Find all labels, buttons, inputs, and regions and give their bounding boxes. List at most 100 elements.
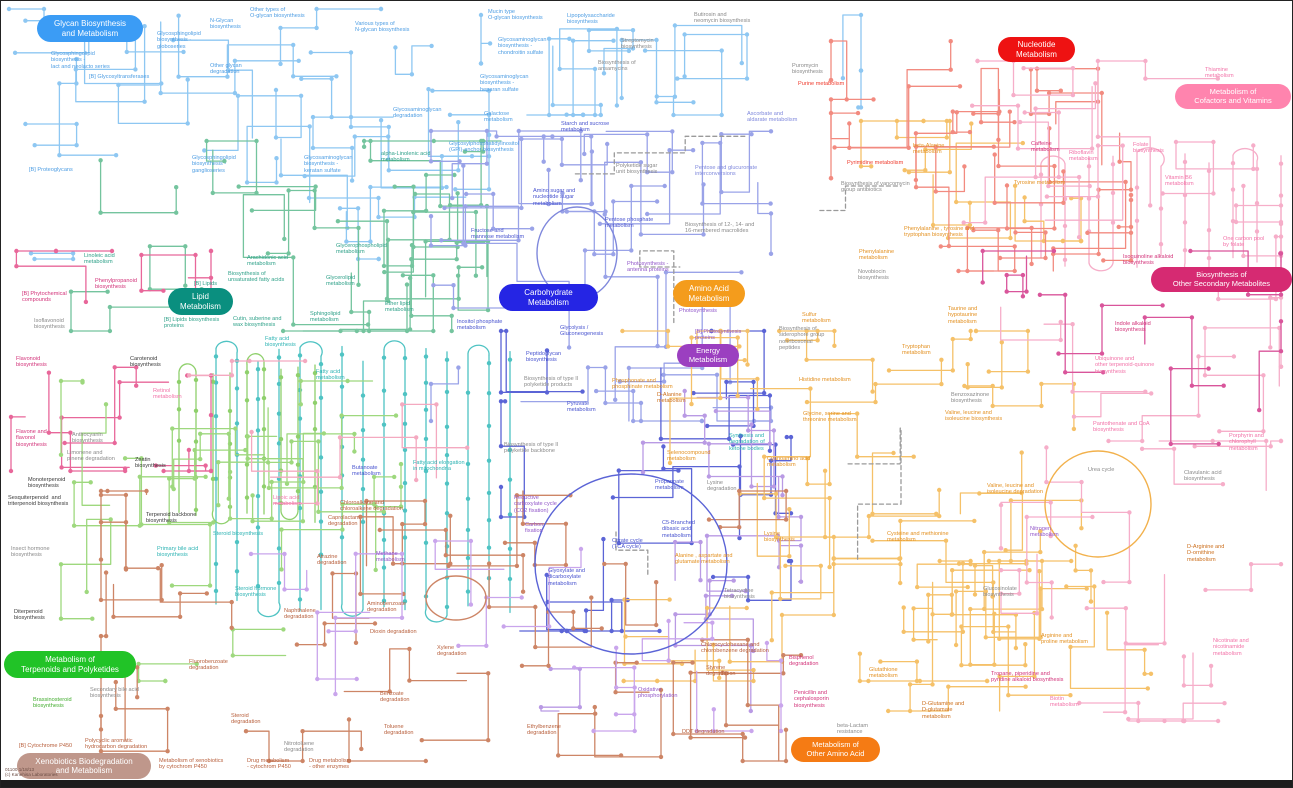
pathway-label[interactable]: Glycosphingolipid biosynthesis - ganglio… bbox=[192, 155, 236, 174]
pathway-label[interactable]: Drug metabolism - cytochrom P450 bbox=[247, 758, 291, 771]
pathway-label[interactable]: Polyketide sugar unit biosynthesis bbox=[616, 163, 658, 176]
pathway-label[interactable]: Fatty acid elongation in mitochondria bbox=[413, 460, 465, 473]
pathway-label[interactable]: Tryptophan metabolism bbox=[902, 344, 931, 357]
pathway-label[interactable]: [B] Proteoglycans bbox=[29, 167, 73, 173]
pathway-label[interactable]: Glucosinolate biosynthesis bbox=[983, 586, 1017, 599]
pathway-label[interactable]: Butanoate metabolism bbox=[352, 465, 381, 478]
pathway-label[interactable]: Riboflavin metabolism bbox=[1069, 150, 1098, 163]
pathway-label[interactable]: Steroid biosynthesis bbox=[213, 531, 264, 537]
pathway-label[interactable]: Cyanoamino acid metabolism bbox=[767, 456, 811, 469]
pathway-label[interactable]: [B] Cytochrome P450 bbox=[19, 743, 73, 749]
pathway-label[interactable]: Glycerophospholipid metabolism bbox=[336, 243, 387, 256]
pathway-label[interactable]: Starch and sucrose metabolism bbox=[561, 121, 610, 134]
pathway-label[interactable]: beta-Alanine metabolism bbox=[913, 143, 945, 156]
pathway-label[interactable]: Reductive carboxylate cycle (CO2 fixatio… bbox=[514, 495, 557, 514]
pathway-label[interactable]: Glycerolipid metabolism bbox=[326, 275, 356, 288]
pathway-label[interactable]: Galactose metabolism bbox=[484, 111, 513, 124]
pathway-label[interactable]: Glycosaminoglycan biosynthesis - heparan… bbox=[480, 74, 529, 93]
pathway-label[interactable]: Taurine and hypotaurine metabolism bbox=[948, 306, 978, 325]
pathway-label[interactable]: Bisphenol degradation bbox=[789, 655, 819, 668]
pathway-label[interactable]: beta-Lactam resistance bbox=[837, 723, 869, 736]
category-badge-amino-acid[interactable]: Amino Acid Metabolism bbox=[673, 280, 745, 307]
pathway-label[interactable]: Pantothenate and CoA biosynthesis bbox=[1093, 421, 1150, 434]
pathway-label[interactable]: Terpenoid backbone biosynthesis bbox=[146, 512, 197, 525]
pathway-label[interactable]: Glycosaminoglycan degradation bbox=[393, 107, 442, 120]
pathway-label[interactable]: Biotin metabolism bbox=[1050, 696, 1079, 709]
pathway-label[interactable]: Propanoate metabolism bbox=[655, 479, 684, 492]
pathway-label[interactable]: Glycosaminoglycan biosynthesis - keratan… bbox=[304, 155, 353, 174]
pathway-label[interactable]: Biosynthesis of ansamycins bbox=[598, 60, 636, 73]
pathway-label[interactable]: Phenylalanine metabolism bbox=[859, 249, 895, 262]
pathway-label[interactable]: Toluene degradation bbox=[384, 724, 414, 737]
pathway-label[interactable]: Anthocyanin biosynthesis bbox=[72, 432, 103, 445]
pathway-label[interactable]: N-Glycan biosynthesis bbox=[210, 18, 241, 31]
pathway-label[interactable]: Lipopolysaccharide biosynthesis bbox=[567, 13, 615, 26]
pathway-label[interactable]: Clavulanic acid biosynthesis bbox=[1184, 470, 1222, 483]
pathway-label[interactable]: Cysteine and methionine metabolism bbox=[887, 531, 949, 544]
pathway-label[interactable]: Biosynthesis of type II polyketide backb… bbox=[504, 442, 559, 455]
pathway-label[interactable]: Glyoxylate and dicarboxylate metabolism bbox=[548, 568, 586, 587]
pathway-label[interactable]: Dioxin degradation bbox=[370, 629, 417, 635]
pathway-label[interactable]: Streptomycin biosynthesis bbox=[621, 38, 654, 51]
pathway-label[interactable]: Vitamin B6 metabolism bbox=[1165, 175, 1194, 188]
pathway-label[interactable]: [B] Phytochemical compounds bbox=[22, 291, 67, 304]
pathway-label[interactable]: Porphyrin and chlorophyll metabolism bbox=[1229, 433, 1264, 452]
pathway-label[interactable]: Lipoic acid metabolism bbox=[273, 495, 302, 508]
pathway-label[interactable]: Isoflavonoid biosynthesis bbox=[34, 318, 65, 331]
pathway-label[interactable]: Mucin type O-glycan biosynthesis bbox=[488, 9, 543, 22]
pathway-label[interactable]: DDT degradation bbox=[682, 729, 725, 735]
category-badge-other-amino-acid[interactable]: Metabolism of Other Amino Acid bbox=[791, 737, 880, 762]
pathway-label[interactable]: Biosynthesis of 12-, 14- and 16-membered… bbox=[685, 222, 755, 235]
pathway-label[interactable]: Primary bile acid biosynthesis bbox=[157, 546, 199, 559]
pathway-label[interactable]: Carbon fixation bbox=[525, 522, 544, 535]
pathway-label[interactable]: Pyrimidine metabolism bbox=[847, 160, 904, 166]
pathway-label[interactable]: Sesquiterpenoid and triterpenoid biosynt… bbox=[8, 495, 69, 508]
pathway-label[interactable]: Pentose phosphate metabolism bbox=[605, 217, 654, 230]
pathway-label[interactable]: Arachidonic acid metabolism bbox=[247, 255, 289, 268]
pathway-label[interactable]: C5-Branched dibasic acid metabolism bbox=[662, 520, 695, 539]
pathway-label[interactable]: Aminobenzoate degradation bbox=[367, 601, 406, 614]
pathway-label[interactable]: Folate biosynthesis bbox=[1133, 142, 1164, 155]
category-badge-nucleotide[interactable]: Nucleotide Metabolism bbox=[998, 37, 1075, 62]
pathway-label[interactable]: Thiamine metabolism bbox=[1205, 67, 1234, 80]
pathway-label[interactable]: Sulfur metabolism bbox=[802, 312, 831, 325]
pathway-label[interactable]: Phenylpropanoid biosynthesis bbox=[95, 278, 137, 291]
pathway-label[interactable]: [B] Lipids biosynthesis proteins bbox=[164, 317, 220, 330]
pathway-label[interactable]: Ethylbenzene degradation bbox=[527, 724, 561, 737]
pathway-label[interactable]: Brassinosteroid biosynthesis bbox=[33, 697, 72, 710]
pathway-label[interactable]: Benzoate degradation bbox=[380, 691, 410, 704]
pathway-label[interactable]: Glycosphingolipid biosynthesis - globose… bbox=[157, 31, 201, 50]
category-badge-carbohydrate[interactable]: Carbohydrate Metabolism bbox=[499, 284, 598, 311]
pathway-label[interactable]: Zeatin biosynthesis bbox=[135, 457, 166, 470]
pathway-label[interactable]: Diterpenoid biosynthesis bbox=[14, 609, 45, 622]
pathway-label[interactable]: Benzoxazinone biosynthesis bbox=[951, 392, 990, 405]
pathway-label[interactable]: Amino sugar and nucleotide sugar metabol… bbox=[533, 188, 576, 207]
pathway-label[interactable]: Glycolysis / Gluconeogenesis bbox=[560, 325, 604, 338]
pathway-label[interactable]: [B] Photosynthesis proteins bbox=[695, 329, 742, 342]
pathway-label[interactable]: Nicotinate and nicotinamide metabolism bbox=[1213, 638, 1249, 657]
category-badge-secondary-metabolites[interactable]: Biosynthesis of Other Secondary Metaboli… bbox=[1151, 267, 1292, 292]
pathway-label[interactable]: Glycosylphosphatidylinositol (GPI)-ancho… bbox=[449, 141, 519, 154]
pathway-label[interactable]: Synthesis and degradation of ketone bodi… bbox=[729, 433, 765, 452]
pathway-label[interactable]: Cutin, suberine and wax biosynthesis bbox=[233, 316, 282, 329]
pathway-label[interactable]: Valine, leucine and isoleucine degradati… bbox=[987, 483, 1043, 496]
pathway-label[interactable]: Tyrosine metabolism bbox=[1014, 180, 1066, 186]
pathway-label[interactable]: D-Arginine and D-ornithine metabolism bbox=[1187, 544, 1225, 563]
pathway-label[interactable]: Lysine biosynthesis bbox=[764, 531, 795, 544]
category-badge-energy[interactable]: Energy Metabolism bbox=[677, 344, 739, 367]
pathway-label[interactable]: Arginine and proline metabolism bbox=[1041, 633, 1088, 646]
category-badge-xenobiotics[interactable]: Xenobiotics Biodegradation and Metabolis… bbox=[17, 753, 151, 779]
pathway-label[interactable]: Citrate cycle (TCA cycle) bbox=[612, 538, 643, 551]
pathway-label[interactable]: Pyruvate metabolism bbox=[567, 401, 596, 414]
pathway-label[interactable]: Fatty acid metabolism bbox=[316, 369, 345, 382]
pathway-label[interactable]: Ascorbate and aldarate metabolism bbox=[747, 111, 798, 124]
pathway-label[interactable]: [B] Glycosyltransferases bbox=[89, 74, 150, 80]
pathway-label[interactable]: Puromycin biosynthesis bbox=[792, 63, 823, 76]
pathway-label[interactable]: Purine metabolism bbox=[798, 81, 845, 87]
pathway-label[interactable]: Fluorobenzoate degradation bbox=[189, 659, 228, 672]
pathway-label[interactable]: alpha-Linolenic acid metabolism bbox=[381, 151, 431, 164]
pathway-label[interactable]: Photosynthesis bbox=[679, 308, 717, 314]
pathway-label[interactable]: Ether lipid metabolism bbox=[385, 301, 414, 314]
pathway-label[interactable]: Oxidative phosphorylation bbox=[638, 687, 678, 700]
pathway-label[interactable]: Tropane, piperidine and pyridine alkaloi… bbox=[991, 671, 1064, 684]
